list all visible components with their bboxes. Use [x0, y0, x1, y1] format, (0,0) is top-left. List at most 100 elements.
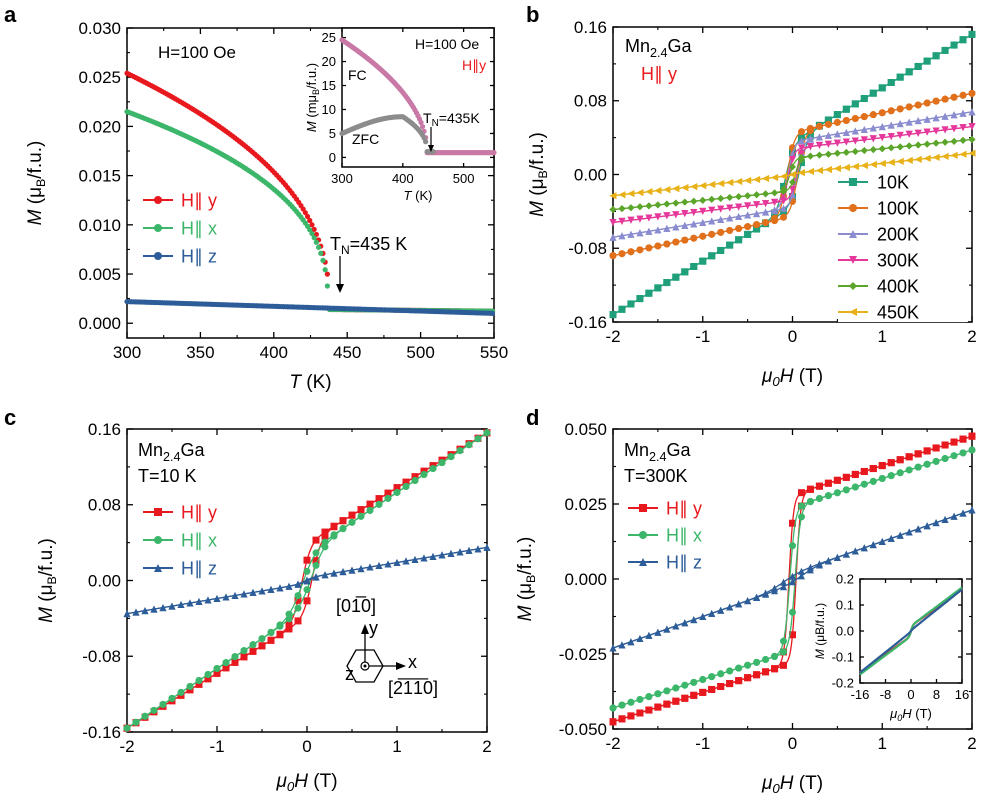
data-marker — [483, 543, 491, 551]
series-5 — [609, 149, 976, 200]
legend-y-label: H∥ y — [181, 190, 217, 210]
x-axis-title-h: H — [294, 771, 308, 792]
inset-y-title: M (μB/f.u.) — [813, 603, 827, 659]
data-marker — [717, 205, 725, 213]
data-marker — [366, 563, 374, 571]
legend-entry-2: 200K — [838, 224, 968, 244]
data-marker — [636, 229, 644, 237]
data-marker — [663, 700, 671, 708]
data-marker — [905, 528, 913, 536]
data-marker — [312, 573, 320, 581]
data-marker — [681, 210, 689, 218]
data-marker — [932, 127, 940, 135]
data-marker — [312, 561, 320, 569]
y-tick-label: 0.2 — [836, 572, 854, 587]
legend-bg — [838, 224, 968, 244]
y-axis-title-sub: B — [45, 576, 59, 584]
y-axis-title-tail: /f.u.) — [515, 537, 536, 575]
data-marker — [762, 668, 770, 676]
data-marker — [708, 673, 716, 681]
data-marker — [941, 515, 949, 523]
legend-5-label: 450K — [877, 302, 919, 322]
data-marker — [941, 46, 949, 54]
data-marker — [968, 135, 976, 143]
inset-field: H=100 Oe — [415, 36, 479, 52]
data-marker — [780, 185, 788, 193]
data-marker — [663, 186, 671, 194]
data-marker — [753, 593, 761, 601]
x-axis-title-unit: (T) — [794, 366, 824, 387]
data-point — [307, 217, 313, 224]
data-marker — [789, 178, 796, 186]
data-marker — [806, 134, 814, 142]
data-marker — [375, 495, 383, 503]
data-marker — [645, 188, 653, 196]
data-marker — [851, 115, 859, 123]
y-axis-title-sub: B — [524, 575, 538, 583]
data-marker — [744, 211, 752, 219]
x-axis-title: T (K) — [289, 372, 331, 393]
legend-z-label: H∥ z — [181, 246, 217, 266]
data-marker — [375, 500, 383, 508]
data-marker — [833, 165, 841, 173]
data-marker — [726, 179, 734, 187]
legend-bg — [838, 198, 968, 218]
data-marker — [726, 603, 734, 611]
data-marker — [249, 647, 257, 655]
data-marker — [771, 652, 779, 660]
data-marker — [717, 180, 725, 188]
data-marker — [681, 619, 689, 627]
data-marker — [959, 150, 967, 158]
x-tick-label: 300 — [331, 171, 353, 186]
data-marker — [627, 248, 635, 256]
data-marker — [672, 238, 680, 246]
y-tick-label: 15 — [322, 78, 336, 93]
data-marker — [869, 160, 877, 168]
data-marker — [780, 583, 788, 591]
data-marker — [654, 690, 662, 698]
data-marker — [672, 684, 680, 692]
data-marker — [762, 208, 770, 216]
legend-0-marker — [639, 504, 647, 512]
legend-5-marker — [849, 308, 857, 316]
data-marker — [851, 483, 859, 491]
data-marker — [123, 610, 131, 618]
data-marker — [762, 219, 770, 227]
data-marker — [609, 192, 617, 200]
data-marker — [968, 89, 976, 97]
data-marker — [618, 701, 626, 709]
y-axis-title-unit: (μ — [515, 583, 536, 606]
data-marker — [411, 555, 419, 563]
legend-1-label: H∥ x — [181, 530, 217, 550]
data-marker — [339, 568, 347, 576]
data-marker — [959, 124, 967, 132]
data-marker — [483, 429, 491, 437]
data-marker — [474, 435, 482, 443]
data-marker — [959, 91, 967, 99]
data-marker — [609, 311, 617, 319]
data-marker — [789, 186, 796, 194]
data-marker — [824, 150, 832, 158]
y-tick-label: -0.16 — [568, 313, 607, 332]
material-tail: Ga — [667, 440, 692, 460]
data-marker — [303, 586, 311, 594]
data-marker — [851, 137, 859, 145]
data-marker — [806, 142, 814, 150]
data-marker — [968, 446, 976, 454]
y-axis-title-sub: B — [536, 170, 550, 178]
data-marker — [887, 121, 895, 129]
data-marker — [429, 465, 437, 473]
data-marker — [168, 602, 176, 610]
data-marker — [141, 607, 149, 615]
data-marker — [860, 147, 868, 155]
data-marker — [654, 628, 662, 636]
data-marker — [681, 268, 689, 276]
x-tick-label: 400 — [260, 343, 288, 362]
data-marker — [923, 140, 931, 148]
data-marker — [878, 134, 886, 142]
data-marker — [842, 138, 850, 146]
data-marker — [860, 480, 868, 488]
data-marker — [663, 240, 671, 248]
data-marker — [132, 608, 140, 616]
plot-frame — [612, 26, 973, 323]
